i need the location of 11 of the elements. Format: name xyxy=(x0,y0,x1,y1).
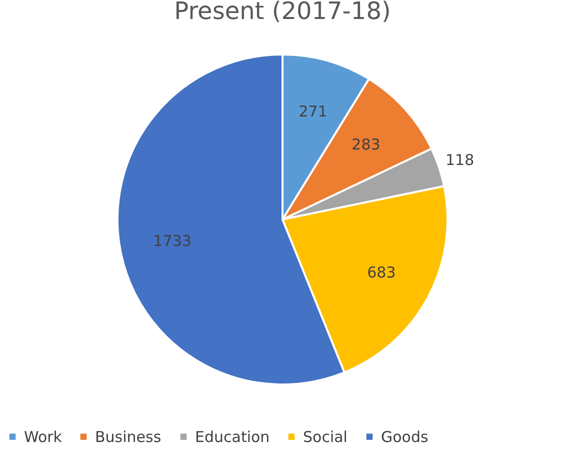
legend-label: Business xyxy=(95,428,162,446)
data-label: 271 xyxy=(298,102,328,121)
data-label: 118 xyxy=(445,151,474,170)
data-label: 683 xyxy=(367,263,396,282)
data-label: 1733 xyxy=(153,232,192,250)
legend-label: Goods xyxy=(381,428,428,446)
legend-label: Education xyxy=(195,428,270,446)
legend-label: Social xyxy=(303,428,348,446)
data-label: 283 xyxy=(352,136,380,154)
legend-label: Work xyxy=(24,428,62,446)
chart-title: Present (2017-18) xyxy=(174,0,391,25)
